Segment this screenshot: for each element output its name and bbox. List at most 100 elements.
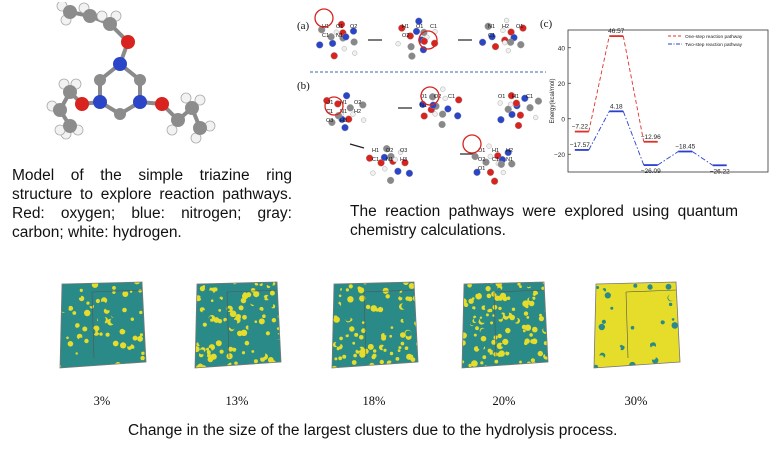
particle <box>122 324 129 331</box>
particle <box>616 346 621 351</box>
particle <box>252 366 258 368</box>
particle <box>481 282 484 284</box>
particle <box>627 287 632 291</box>
particle <box>513 367 517 368</box>
particle <box>549 323 553 327</box>
cluster-cube-3: 18% <box>324 278 424 408</box>
particle <box>550 293 554 299</box>
atom-label: O2 <box>386 148 393 154</box>
particle <box>261 278 266 281</box>
particle <box>72 311 77 315</box>
particle <box>599 321 602 324</box>
particle <box>470 373 476 378</box>
particle <box>454 306 456 310</box>
particle <box>594 348 598 356</box>
particle <box>353 303 358 308</box>
particle <box>497 333 502 339</box>
particle <box>326 290 332 296</box>
y-tick-label: 0 <box>561 116 565 123</box>
particle <box>60 287 61 291</box>
particle <box>198 340 204 346</box>
particle <box>375 282 380 283</box>
particle <box>458 319 462 323</box>
particle <box>454 297 459 302</box>
particle <box>214 345 218 349</box>
particle <box>510 373 515 378</box>
particle <box>550 329 554 335</box>
particle <box>262 314 266 318</box>
particle <box>268 298 272 303</box>
particle <box>657 337 664 344</box>
particle <box>462 360 465 364</box>
particle <box>389 337 394 342</box>
particle <box>384 332 388 336</box>
cluster-cube-row: 3% 13% 18% 20% 30% <box>52 278 732 408</box>
particle <box>667 339 672 343</box>
atom-label: H2 <box>502 24 509 30</box>
particle <box>468 298 474 304</box>
particle <box>129 348 137 356</box>
particle <box>346 370 349 373</box>
particle <box>416 327 418 331</box>
particle <box>225 320 229 324</box>
particle <box>535 304 540 309</box>
particle <box>392 375 397 378</box>
particle <box>485 286 491 292</box>
molecular-snapshot: O1 H1 O2 C1 N1 H2 O3 H3 <box>323 92 367 132</box>
particle <box>248 323 252 328</box>
particle <box>213 348 218 354</box>
particle <box>393 283 397 287</box>
particle <box>604 278 610 281</box>
particle <box>383 348 387 352</box>
energy-profile-chart: −20 0 20 40 Energy(kcal/mol) −7.22 46.57 −12.96… <box>550 28 769 175</box>
atom <box>473 168 481 176</box>
atom <box>442 95 448 102</box>
particle <box>67 282 71 283</box>
cube-edge <box>625 291 629 359</box>
particle <box>132 300 136 304</box>
particle <box>134 371 139 376</box>
atom-label: N1 <box>386 157 393 163</box>
particle <box>389 351 394 356</box>
particle <box>324 310 328 315</box>
particle <box>269 307 274 312</box>
particle <box>348 284 353 289</box>
particle <box>332 314 334 320</box>
particle <box>513 373 516 376</box>
particle <box>61 322 64 325</box>
particle <box>627 319 633 326</box>
particle <box>481 342 486 347</box>
atom-label: O1 <box>478 148 485 154</box>
particle <box>486 293 492 299</box>
particle <box>337 324 345 331</box>
particle <box>248 326 252 330</box>
atom <box>412 27 421 36</box>
particle <box>599 373 605 378</box>
cube-edge <box>59 281 147 369</box>
particle <box>397 349 401 352</box>
particle <box>462 332 467 339</box>
particle <box>284 339 287 344</box>
particle <box>66 352 72 358</box>
particle <box>603 282 610 284</box>
particle <box>219 349 224 354</box>
particle <box>80 357 86 362</box>
atom-label: O3 <box>400 148 407 154</box>
atom <box>508 110 516 119</box>
particle <box>494 295 500 301</box>
particle <box>60 309 61 317</box>
atom <box>517 41 525 49</box>
particle <box>138 342 144 348</box>
particle <box>403 324 410 331</box>
particle <box>265 322 270 327</box>
particle <box>381 278 388 282</box>
particle <box>480 328 487 336</box>
particle <box>335 341 341 347</box>
particle <box>536 363 540 367</box>
atom <box>508 101 514 107</box>
particle <box>480 335 487 342</box>
particle <box>52 332 57 337</box>
particle <box>238 374 244 378</box>
particle <box>538 316 544 322</box>
particle <box>223 310 229 316</box>
